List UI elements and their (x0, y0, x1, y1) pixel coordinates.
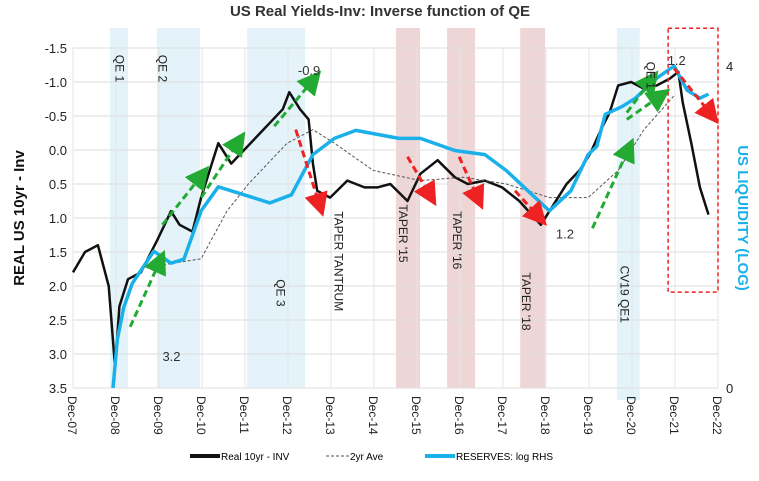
x-tick-label: Dec-16 (452, 396, 466, 435)
period-label: TAPER '15 (396, 204, 410, 262)
trend-arrow (199, 131, 246, 199)
value-label: 1.2 (668, 53, 686, 68)
shaded-period (616, 28, 640, 400)
x-tick-label: Dec-14 (366, 396, 380, 435)
y-tick-label: 3.0 (49, 347, 67, 362)
value-label: 1.2 (556, 226, 574, 241)
legend-reserves: RESERVES: log RHS (456, 452, 553, 463)
y-tick-label: -1.0 (45, 75, 67, 90)
period-label: QE 1 (643, 62, 657, 90)
y2-axis-label: US LIQUIDITY (LOG) (734, 145, 751, 291)
y-tick-label: 3.5 (49, 381, 67, 396)
x-tick-label: Dec-22 (710, 396, 724, 435)
trend-arrow (625, 70, 659, 114)
shaded-period (156, 28, 200, 388)
x-tick-label: Dec-15 (409, 396, 423, 435)
trend-arrow (457, 156, 485, 210)
x-tick-label: Dec-20 (624, 396, 638, 435)
shaded-period (247, 28, 306, 388)
trend-arrow (273, 70, 322, 128)
x-tick-label: Dec-21 (667, 396, 681, 435)
highlight-box (667, 27, 719, 293)
legend-real-10yr: Real 10yr - INV (221, 452, 290, 463)
series-line-0 (71, 70, 710, 369)
trend-arrow (294, 129, 328, 217)
series-line-2 (111, 64, 710, 389)
x-tick-label: Dec-09 (151, 396, 165, 435)
period-label: TAPER TANTRUM (332, 211, 346, 311)
x-tick-label: Dec-07 (65, 396, 79, 435)
y-tick-label: 2.0 (49, 279, 67, 294)
period-label: QE 3 (274, 279, 288, 307)
y-tick-label: 0.0 (49, 143, 67, 158)
legend: Real 10yr - INV 2yr Ave RESERVES: log RH… (190, 452, 553, 463)
shaded-period (395, 28, 421, 388)
y-tick-label: -0.5 (45, 109, 67, 124)
x-tick-label: Dec-18 (538, 396, 552, 435)
value-label: 3.2 (162, 349, 180, 364)
trend-arrow (591, 137, 635, 229)
y-tick-label: 2.5 (49, 313, 67, 328)
y-tick-label: 0.5 (49, 177, 67, 192)
x-tick-label: Dec-13 (323, 396, 337, 435)
x-tick-label: Dec-17 (495, 396, 509, 435)
y-tick-label: -1.5 (45, 41, 67, 56)
trend-arrow (625, 88, 671, 121)
x-tick-label: Dec-12 (280, 396, 294, 435)
trend-arrow (128, 249, 166, 328)
y2-tick-label: 4 (726, 59, 733, 74)
y-tick-label: 1.0 (49, 211, 67, 226)
trend-arrow (161, 165, 210, 226)
period-label: CV19 QE1 (618, 266, 632, 324)
y-tick-label: 1.5 (49, 245, 67, 260)
x-tick-label: Dec-19 (581, 396, 595, 435)
x-tick-label: Dec-11 (237, 396, 251, 434)
x-tick-label: Dec-10 (194, 396, 208, 435)
period-label: TAPER '16 (450, 211, 464, 269)
shaded-period (109, 28, 129, 388)
series-line-1 (158, 95, 675, 267)
legend-2yr-ave: 2yr Ave (350, 452, 384, 463)
trend-arrow (513, 189, 548, 226)
x-tick-label: Dec-08 (108, 396, 122, 435)
chart-title: US Real Yields-Inv: Inverse function of … (230, 3, 530, 20)
trend-arrow (406, 156, 437, 207)
period-label: TAPER '18 (519, 272, 533, 330)
value-label: -0.9 (298, 63, 320, 78)
period-label: QE 1 (112, 55, 126, 83)
period-label: QE 2 (155, 55, 169, 83)
y-axis-label: REAL US 10yr - Inv (11, 150, 28, 286)
y2-tick-label: 0 (726, 381, 733, 396)
